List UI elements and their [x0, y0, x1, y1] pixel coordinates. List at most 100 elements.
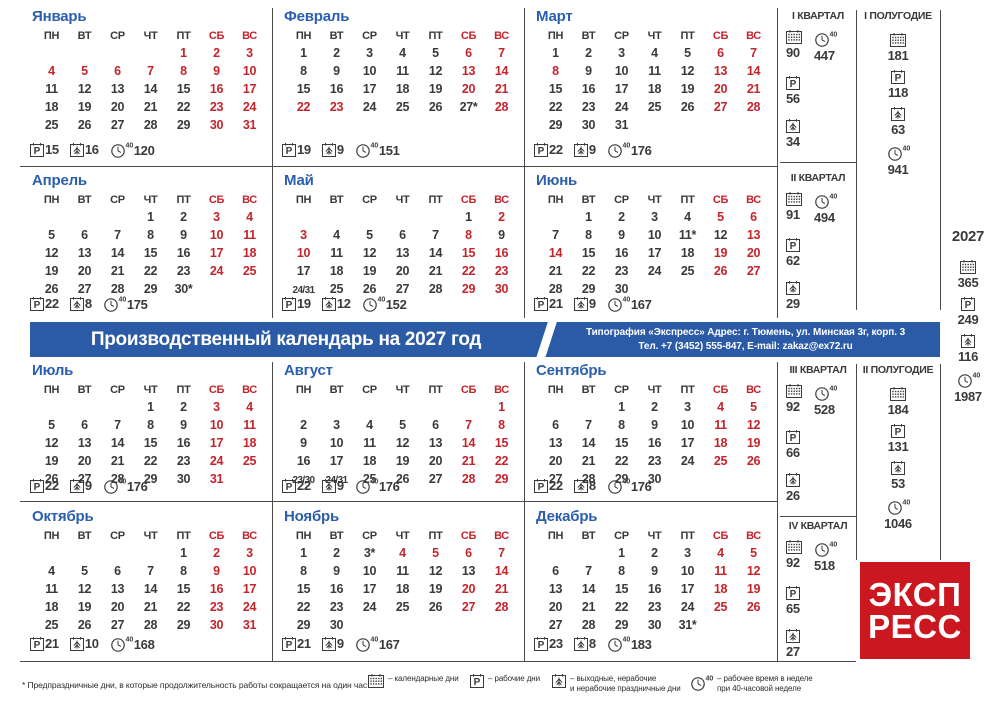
day-cell: 20	[713, 82, 728, 96]
day-cell: 27	[110, 118, 125, 132]
separator-line	[856, 10, 857, 310]
day-cell: 21	[581, 454, 596, 468]
day-cell: 28	[143, 118, 158, 132]
day-cell: 29	[143, 282, 158, 296]
day-cell: 29	[296, 618, 311, 632]
day-cell: 2	[300, 418, 307, 432]
weekday-header: ЧТ	[395, 30, 410, 42]
weekday-header: СР	[614, 530, 629, 542]
day-cell: 4	[399, 46, 406, 60]
day-cell: 9	[333, 64, 340, 78]
quarter-working-days: Р 65	[781, 586, 855, 616]
dayoff-icon	[321, 637, 336, 651]
day-cell: 16	[329, 582, 344, 596]
week-row: 1 2 3 4 5 6 7	[539, 44, 776, 62]
day-cell: 23	[647, 454, 662, 468]
day-cell: 26	[428, 600, 443, 614]
weekday-header: СР	[110, 30, 125, 42]
day-cell: 11	[45, 82, 58, 96]
day-cell: 31*	[678, 618, 697, 632]
dayoff-icon	[891, 461, 905, 475]
day-cell: 17	[614, 82, 629, 96]
day-cell: 1	[147, 210, 154, 224]
week-row: 3 4 5 6 7 8 9	[287, 226, 524, 244]
dayoff-icon	[786, 281, 800, 295]
day-cell: 19	[44, 264, 59, 278]
day-cell: 21	[143, 600, 158, 614]
working-days-icon: Р	[30, 479, 44, 493]
working-days-icon: Р	[786, 76, 800, 90]
day-cell: 2	[651, 400, 658, 414]
year-totals: 365 Р 249 116 40 1987	[941, 260, 995, 404]
day-cell: 23	[494, 264, 509, 278]
day-cell: 11	[330, 246, 343, 260]
weekday-header: СБ	[208, 530, 225, 542]
day-cell: 5	[399, 418, 406, 432]
day-cell: 12	[44, 246, 59, 260]
quarter-block-1: I КВАРТАЛ 90 40 447 Р 56 34	[781, 10, 855, 149]
weekday-header-row: ПН ВТ СР ЧТ ПТ СБ ВС	[35, 526, 272, 544]
day-cell: 15	[614, 436, 629, 450]
day-cell: 1	[300, 546, 307, 560]
day-cell: 15	[143, 436, 158, 450]
day-cell: 16	[296, 454, 311, 468]
week-row: 1 2 3 4 5 6 7	[287, 44, 524, 62]
separator-line	[940, 364, 941, 560]
quarter-working-hours: 40 447	[814, 31, 837, 64]
weekday-header: ВС	[746, 384, 761, 396]
day-cell: 18	[242, 436, 257, 450]
separator-line	[272, 362, 273, 661]
day-cell: 28	[461, 472, 476, 486]
weekday-header: ВС	[242, 30, 257, 42]
day-cell: 6	[750, 210, 757, 224]
day-cell: 15	[176, 582, 191, 596]
day-cell: 17	[680, 436, 695, 450]
day-cell: 5	[81, 564, 88, 578]
day-cell: 5	[750, 546, 757, 560]
day-cell: 7	[585, 418, 592, 432]
month-stats: Р 21 10 40 168	[30, 635, 166, 652]
week-row: 18 19 20 21 22 23 24	[35, 98, 272, 116]
week-row: 19 20 21 22 23 24 25	[35, 452, 272, 470]
weekday-header: ЧТ	[395, 530, 410, 542]
day-cell: 2	[618, 210, 625, 224]
day-cell: 28	[581, 618, 596, 632]
svg-text:40: 40	[830, 386, 838, 393]
day-cell: 23	[209, 100, 224, 114]
weekday-header: СБ	[712, 30, 729, 42]
day-cell: 18	[713, 582, 728, 596]
svg-text:40: 40	[830, 542, 838, 549]
week-row: 11 12 13 14 15 16 17	[35, 580, 272, 598]
dayoff-icon	[69, 637, 84, 651]
day-cell: 5	[48, 418, 55, 432]
month-working-days: Р 22	[534, 142, 563, 157]
day-cell: 11	[363, 436, 376, 450]
day-cell: 24	[362, 600, 377, 614]
day-cell: 5	[432, 546, 439, 560]
hours-40-icon: 40	[103, 477, 126, 494]
day-cell: 5	[684, 46, 691, 60]
day-cell: 30	[614, 282, 629, 296]
day-cell: 23	[209, 600, 224, 614]
svg-text:Р: Р	[34, 146, 41, 157]
title-banner: Производственный календарь на 2027 год Т…	[30, 322, 940, 357]
month-dayoff-days: 8	[573, 478, 596, 493]
quarter-working-hours: 40 494	[814, 193, 837, 226]
svg-text:40: 40	[125, 637, 133, 644]
day-cell: 23	[176, 454, 191, 468]
week-row: 9 10 11 12 13 14 15	[287, 434, 524, 452]
month-day-grid: ПН ВТ СР ЧТ ПТ СБ ВС 1 2 3 4 5 6 7 8 9 10 11 12 13 14 15 16 17 1…	[282, 26, 524, 158]
day-cell: 9	[300, 436, 307, 450]
day-cell: 15	[296, 582, 311, 596]
day-cell: 16	[209, 582, 224, 596]
day-cell: 9	[585, 64, 592, 78]
quarter-days-hours: 92 40 518	[781, 540, 855, 573]
hours-40-icon: 40	[607, 141, 630, 158]
weekday-header: ЧТ	[647, 530, 662, 542]
day-cell: 19	[428, 582, 443, 596]
weekday-header-row: ПН ВТ СР ЧТ ПТ СБ ВС	[539, 190, 776, 208]
weekday-header-row: ПН ВТ СР ЧТ ПТ СБ ВС	[539, 26, 776, 44]
day-cell: 17	[680, 582, 695, 596]
month-block-1: Январь ПН ВТ СР ЧТ ПТ СБ ВС 1 2 3 4 5 6 7 8 9 10 11 12 13 14 1…	[22, 8, 272, 160]
day-cell: 24/31	[325, 475, 348, 486]
